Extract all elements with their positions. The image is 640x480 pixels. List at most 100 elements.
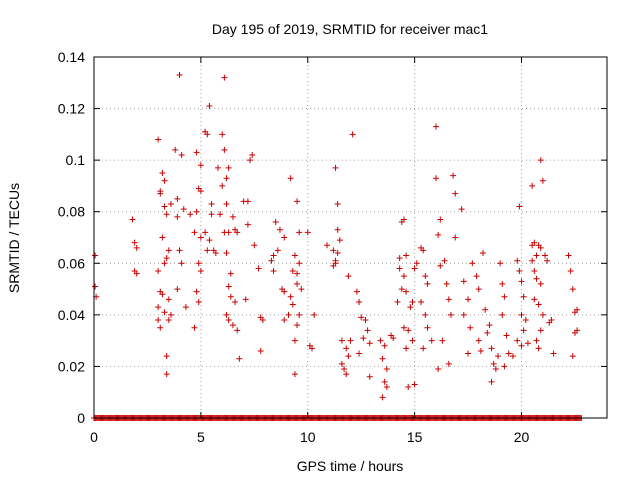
data-point <box>161 203 168 210</box>
data-point <box>227 270 234 277</box>
data-point <box>437 262 444 269</box>
data-point <box>356 350 363 357</box>
data-point <box>439 337 446 344</box>
data-point <box>157 190 164 197</box>
data-point <box>259 317 266 324</box>
data-point <box>381 342 388 349</box>
plot-frame <box>93 56 608 419</box>
data-point <box>221 146 228 153</box>
data-point <box>187 211 194 218</box>
y-tick-label: 0.1 <box>66 152 86 168</box>
data-point <box>225 317 232 324</box>
data-point <box>204 247 211 254</box>
data-point <box>381 378 388 385</box>
data-point <box>281 234 288 241</box>
data-point <box>537 327 544 334</box>
data-point <box>274 247 281 254</box>
data-point <box>155 268 162 275</box>
data-point <box>165 296 172 303</box>
data-point <box>379 355 386 362</box>
data-point <box>509 353 516 360</box>
data-point <box>163 255 170 262</box>
data-point <box>503 332 510 339</box>
data-point <box>236 355 243 362</box>
data-point <box>409 337 416 344</box>
data-point <box>542 252 549 259</box>
data-point <box>520 327 527 334</box>
data-point <box>161 260 168 267</box>
data-point <box>403 252 410 259</box>
data-point <box>383 366 390 373</box>
data-point <box>550 350 557 357</box>
data-point <box>366 340 373 347</box>
x-tick-label: 15 <box>407 429 423 445</box>
data-point <box>167 311 174 318</box>
data-point <box>193 208 200 215</box>
x-tick-label: 0 <box>90 429 98 445</box>
data-point <box>377 337 384 344</box>
data-point <box>206 237 213 244</box>
data-point <box>533 252 540 259</box>
data-point <box>244 221 251 228</box>
data-point <box>334 200 341 207</box>
data-point <box>488 345 495 352</box>
data-point <box>92 252 99 259</box>
data-point <box>360 335 367 342</box>
data-point <box>400 273 407 280</box>
data-point <box>494 353 501 360</box>
data-point <box>422 273 429 280</box>
data-point <box>165 317 172 324</box>
data-point <box>516 203 523 210</box>
data-point <box>445 360 452 367</box>
data-point <box>223 311 230 318</box>
data-point <box>529 182 536 189</box>
data-point <box>441 257 448 264</box>
data-point <box>518 342 525 349</box>
data-point <box>323 242 330 249</box>
data-point <box>223 249 230 256</box>
data-point <box>544 257 551 264</box>
data-point <box>232 298 239 305</box>
data-point <box>364 327 371 334</box>
data-point <box>289 301 296 308</box>
data-point <box>460 311 467 318</box>
data-point <box>163 211 170 218</box>
data-point <box>251 242 258 249</box>
data-point <box>529 257 536 264</box>
data-point <box>208 211 215 218</box>
data-point <box>234 229 241 236</box>
data-point <box>193 149 200 156</box>
data-point <box>163 371 170 378</box>
data-point <box>294 270 301 277</box>
data-point <box>505 350 512 357</box>
data-point <box>488 378 495 385</box>
data-point <box>197 268 204 275</box>
data-point <box>131 239 138 246</box>
data-point <box>539 311 546 318</box>
data-point <box>159 234 166 241</box>
y-tick-label: 0.02 <box>58 358 85 374</box>
data-point <box>398 286 405 293</box>
data-point <box>294 198 301 205</box>
data-point <box>176 72 183 79</box>
data-point <box>330 247 337 254</box>
data-point <box>411 265 418 272</box>
data-points <box>92 72 581 401</box>
data-point <box>571 329 578 336</box>
data-point <box>499 280 506 287</box>
data-point <box>537 244 544 251</box>
data-point <box>133 270 140 277</box>
data-point <box>195 260 202 267</box>
data-point <box>343 345 350 352</box>
data-point <box>176 247 183 254</box>
data-point <box>520 293 527 300</box>
data-point <box>92 283 99 290</box>
data-point <box>276 226 283 233</box>
data-point <box>535 345 542 352</box>
y-tick-label: 0.08 <box>58 204 85 220</box>
data-point <box>343 371 350 378</box>
data-point <box>405 384 412 391</box>
data-point <box>533 275 540 282</box>
data-point <box>296 260 303 267</box>
data-point <box>332 164 339 171</box>
